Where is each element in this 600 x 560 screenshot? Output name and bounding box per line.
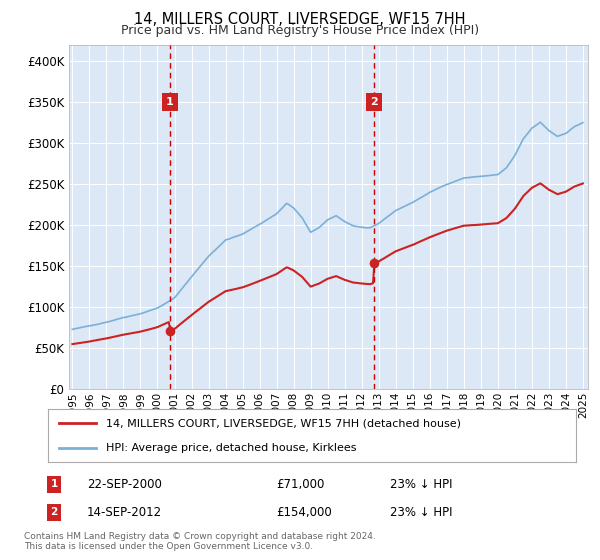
Text: 14-SEP-2012: 14-SEP-2012 <box>87 506 162 519</box>
Text: 2: 2 <box>370 97 377 107</box>
Text: 14, MILLERS COURT, LIVERSEDGE, WF15 7HH: 14, MILLERS COURT, LIVERSEDGE, WF15 7HH <box>134 12 466 27</box>
Text: 1: 1 <box>166 97 174 107</box>
Text: 23% ↓ HPI: 23% ↓ HPI <box>390 478 452 491</box>
Text: 14, MILLERS COURT, LIVERSEDGE, WF15 7HH (detached house): 14, MILLERS COURT, LIVERSEDGE, WF15 7HH … <box>106 418 461 428</box>
Text: This data is licensed under the Open Government Licence v3.0.: This data is licensed under the Open Gov… <box>24 542 313 551</box>
Text: HPI: Average price, detached house, Kirklees: HPI: Average price, detached house, Kirk… <box>106 442 356 452</box>
Text: Price paid vs. HM Land Registry's House Price Index (HPI): Price paid vs. HM Land Registry's House … <box>121 24 479 36</box>
Text: £154,000: £154,000 <box>276 506 332 519</box>
Text: 1: 1 <box>50 479 58 489</box>
Text: 2: 2 <box>50 507 58 517</box>
Text: 22-SEP-2000: 22-SEP-2000 <box>87 478 162 491</box>
Text: Contains HM Land Registry data © Crown copyright and database right 2024.: Contains HM Land Registry data © Crown c… <box>24 532 376 541</box>
Text: £71,000: £71,000 <box>276 478 325 491</box>
Text: 23% ↓ HPI: 23% ↓ HPI <box>390 506 452 519</box>
